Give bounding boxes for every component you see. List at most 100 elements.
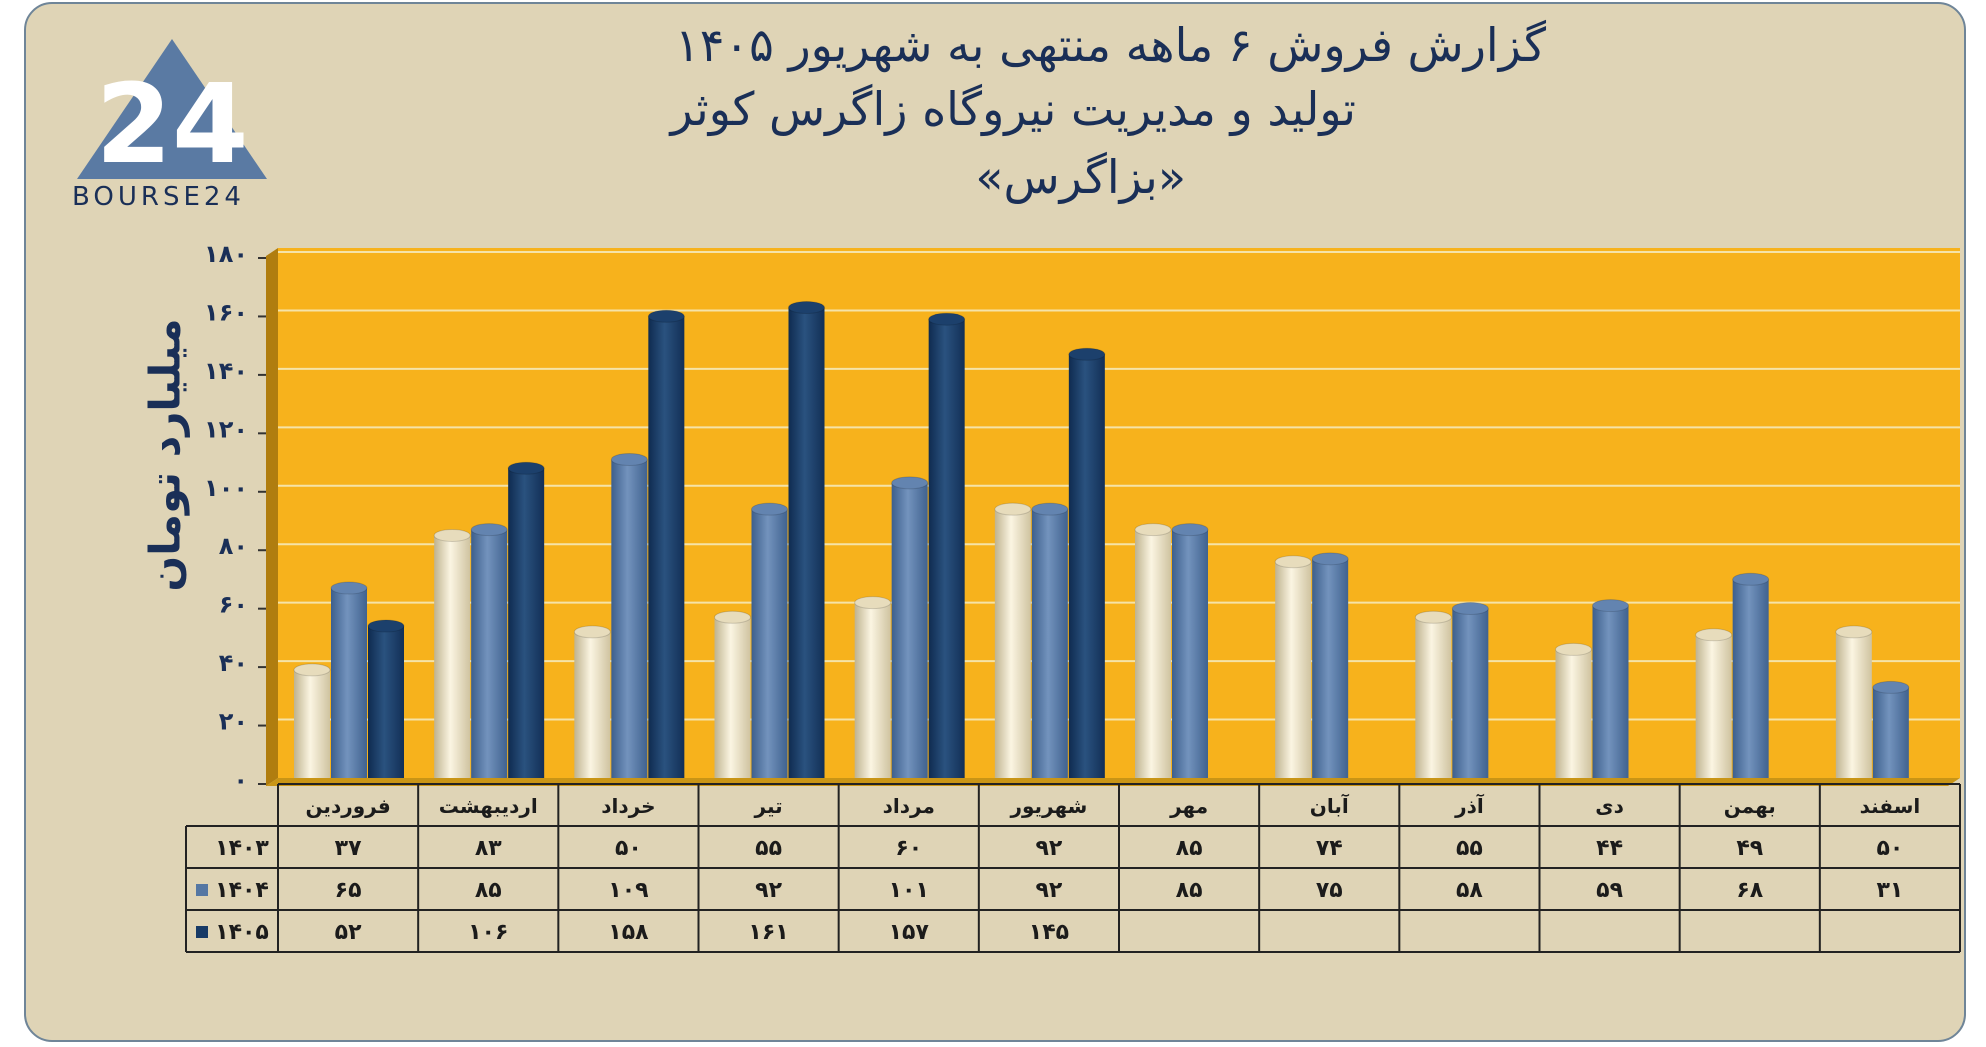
table-value: ۳۱ (1876, 878, 1903, 903)
legend-series-name: ۱۴۰۴ (215, 878, 269, 903)
table-value: ۶۰ (895, 836, 922, 861)
bar (1172, 529, 1208, 778)
chart-title-line3: «بزاگرس» (975, 150, 1186, 204)
table-category-label: شهریور (1009, 794, 1087, 818)
table-value: ۷۴ (1316, 836, 1343, 861)
table-value: ۱۰۶ (468, 920, 508, 945)
table-category-label: بهمن (1724, 794, 1776, 818)
table-category-label: فروردین (305, 794, 390, 818)
bar-cap (994, 502, 1032, 516)
bar-cap (751, 502, 788, 516)
y-tick-label: ۴۰ (219, 649, 248, 677)
bar-cap (1555, 642, 1592, 656)
table-value: ۵۹ (1596, 878, 1623, 903)
table-value: ۶۵ (335, 878, 362, 903)
table-value: ۶۸ (1736, 878, 1763, 903)
bar-cap (330, 581, 368, 595)
bar (1592, 605, 1629, 778)
plot-side-wall (266, 248, 278, 786)
table-value: ۹۲ (1035, 836, 1062, 861)
bar (751, 509, 788, 778)
bar (294, 669, 330, 778)
legend-series-name: ۱۴۰۵ (215, 920, 269, 945)
bar (1695, 634, 1732, 778)
table-value: ۱۰۹ (608, 878, 648, 903)
y-tick-label: ۸۰ (219, 532, 248, 560)
table-value: ۵۵ (1456, 836, 1483, 861)
bars (293, 301, 1910, 778)
bar (1312, 558, 1349, 778)
y-tick-label: ۶۰ (219, 591, 248, 619)
bar-cap (433, 528, 471, 542)
bar (1275, 561, 1312, 778)
bar-cap (714, 610, 751, 624)
bar-cap (1274, 555, 1312, 569)
legend-key (196, 884, 208, 896)
table-value: ۱۰۱ (889, 878, 929, 903)
bar-cap (1451, 602, 1489, 616)
table-value: ۷۵ (1316, 878, 1343, 903)
table-value: ۸۵ (1176, 836, 1203, 861)
bar (611, 459, 648, 778)
bar-cap (1311, 552, 1349, 566)
chart-title-line2: تولید و مدیریت نیروگاه زاگرس کوثر (670, 82, 1356, 136)
bar (1415, 617, 1452, 778)
bar (994, 509, 1031, 778)
table-category-label: اسفند (1860, 794, 1921, 818)
bar (471, 529, 508, 778)
bar-cap (1171, 523, 1209, 537)
bar-cap (1592, 599, 1629, 613)
table-value: ۱۶۱ (748, 920, 788, 945)
bar-cap (293, 663, 331, 677)
bar-cap (647, 309, 685, 323)
chart-title-line1: گزارش فروش ۶ ماهه منتهی به شهریور ۱۴۰۵ (675, 18, 1546, 72)
bar (508, 468, 545, 778)
table-value: ۴۴ (1596, 836, 1623, 861)
bar (1555, 649, 1592, 778)
logo-text: BOURSE24 (72, 182, 245, 212)
bar (1872, 687, 1909, 778)
bar-cap (928, 312, 966, 326)
logo-mark: 24 (95, 60, 248, 188)
bar-cap (573, 625, 611, 639)
y-tick-label: ۱۴۰ (204, 357, 248, 385)
bar-cap (1732, 572, 1770, 586)
bar-cap (470, 523, 508, 537)
bar (1135, 529, 1171, 778)
bar-cap (1695, 628, 1733, 642)
bar (648, 316, 685, 778)
table-value: ۹۲ (755, 878, 782, 903)
plot-area (278, 248, 1960, 778)
y-tick-label: ۱۸۰ (204, 240, 248, 268)
plot-background (266, 248, 1960, 786)
table-value: ۳۷ (335, 836, 362, 861)
bar-cap (891, 476, 929, 490)
table-value: ۸۵ (475, 878, 502, 903)
y-tick-label: ۱۰۰ (204, 474, 248, 502)
table-value: ۵۵ (755, 836, 782, 861)
bar (434, 535, 471, 778)
legend-series-name: ۱۴۰۳ (215, 836, 269, 861)
bar (1732, 579, 1769, 778)
bar (891, 482, 928, 778)
bar (331, 588, 367, 778)
bar-cap (507, 461, 545, 475)
bar-cap (1835, 625, 1873, 639)
bar (1031, 509, 1068, 778)
bar (368, 626, 404, 778)
table-value: ۱۵۷ (889, 920, 930, 945)
bourse24-logo: 24 (77, 39, 267, 188)
table-category-label: مهر (1169, 794, 1208, 818)
bar-cap (610, 452, 648, 466)
bar-cap (788, 301, 825, 315)
bar-cap (367, 619, 405, 633)
table-category-label: تیر (754, 794, 783, 818)
table-value: ۵۸ (1456, 878, 1483, 903)
bar-cap (854, 596, 892, 610)
bar-cap (1414, 610, 1452, 624)
table-value: ۴۹ (1736, 836, 1763, 861)
table-value: ۵۰ (615, 836, 642, 861)
table-value: ۱۵۸ (608, 920, 649, 945)
table-value: ۵۰ (1876, 836, 1903, 861)
bar (788, 307, 825, 778)
